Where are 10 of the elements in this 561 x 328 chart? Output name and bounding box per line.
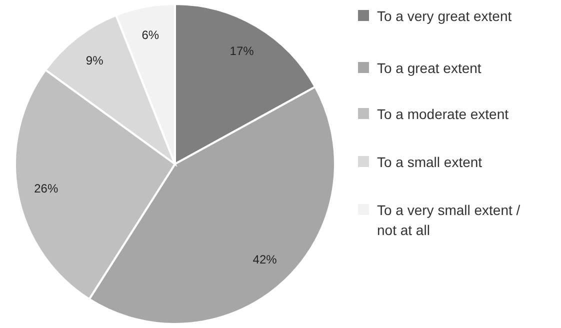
legend-label: To a great extent bbox=[377, 60, 482, 76]
legend-label: To a small extent bbox=[377, 154, 482, 170]
data-label: 6% bbox=[142, 28, 160, 42]
legend-label: To a moderate extent bbox=[377, 106, 509, 122]
data-label: 9% bbox=[86, 53, 104, 68]
data-label: 17% bbox=[230, 44, 254, 58]
legend-label: To a very great extent bbox=[377, 8, 512, 24]
data-label: 26% bbox=[34, 182, 58, 196]
legend-label: To a very small extent / not at all bbox=[377, 202, 520, 238]
data-label: 42% bbox=[252, 252, 278, 267]
